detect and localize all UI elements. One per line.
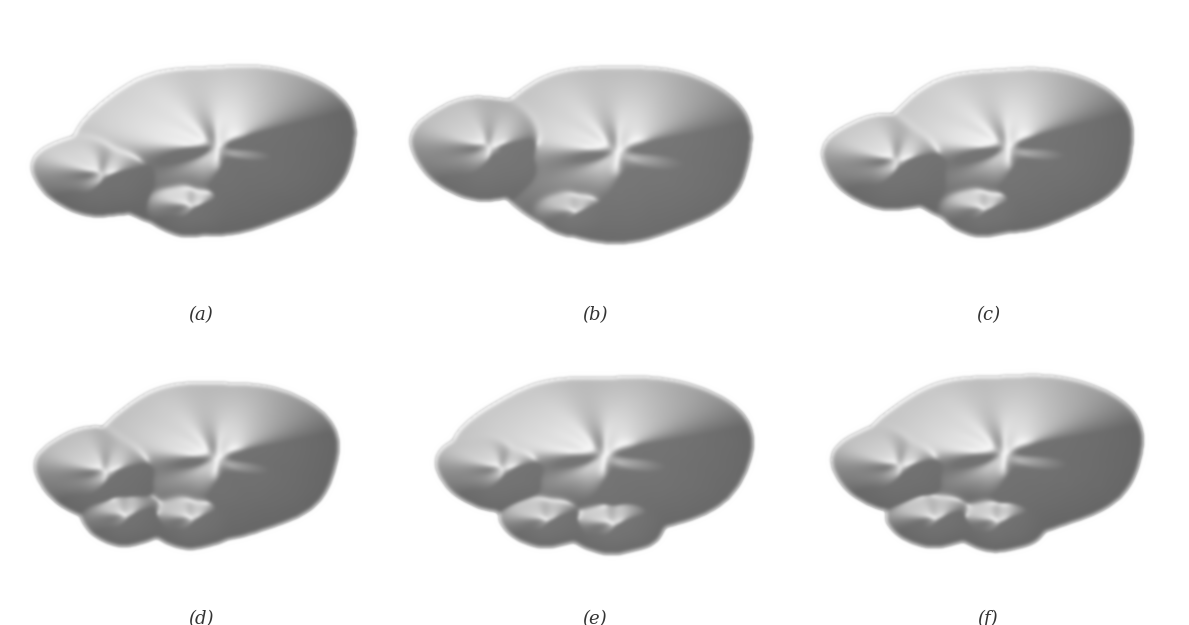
Text: (f): (f) xyxy=(977,610,999,625)
Text: (a): (a) xyxy=(189,306,213,324)
Text: (b): (b) xyxy=(581,306,608,324)
Text: (e): (e) xyxy=(583,610,606,625)
Text: (d): (d) xyxy=(188,610,214,625)
Text: (c): (c) xyxy=(976,306,1000,324)
